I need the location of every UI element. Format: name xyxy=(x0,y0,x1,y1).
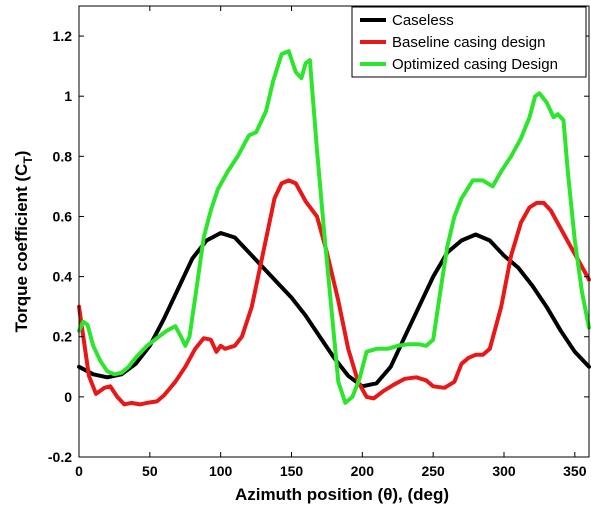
x-tick-label: 200 xyxy=(351,463,375,479)
y-tick-label: 0.6 xyxy=(53,208,73,224)
x-tick-label: 150 xyxy=(280,463,304,479)
series-line-1 xyxy=(77,178,591,407)
x-tick-label: 50 xyxy=(142,463,158,479)
plot-frame xyxy=(78,5,590,458)
x-axis-title: Azimuth position (θ), (deg) xyxy=(235,485,449,504)
plot-series-layer xyxy=(77,49,591,407)
y-tick-label: 0.4 xyxy=(53,269,73,285)
y-tick-label: 1.2 xyxy=(53,28,73,44)
x-tick-label: 300 xyxy=(492,463,516,479)
legend-items: Caseless Baseline casing design Optimized … xyxy=(360,12,558,73)
y-tick-label: -0.2 xyxy=(48,449,72,465)
y-axis-title-main: Torque coefficient (C xyxy=(12,164,31,333)
x-tick-label: 250 xyxy=(421,463,445,479)
y-axis-title: Torque coefficient (CT) xyxy=(12,151,35,333)
y-axis-title-subscript: T xyxy=(21,156,35,164)
series-line-0 xyxy=(77,231,591,389)
x-tick-label: 350 xyxy=(563,463,587,479)
series-line-2 xyxy=(77,49,591,405)
y-tick-label: 0 xyxy=(64,389,72,405)
y-axis-title-close: ) xyxy=(12,151,31,157)
axis-tick-labels: 0 50 100 150 200 250 300 350-0.200.20.40.60.811… xyxy=(48,28,587,479)
legend-label-1: Baseline casing design xyxy=(392,34,545,51)
legend-label-2: Optimized casing Design xyxy=(392,56,558,73)
legend: Caseless Baseline casing design Optimized … xyxy=(351,6,587,78)
y-tick-label: 1 xyxy=(64,88,72,104)
legend-box xyxy=(351,6,587,78)
legend-label-0: Caseless xyxy=(392,12,454,29)
y-tick-label: 0.2 xyxy=(53,329,73,345)
x-tick-label: 100 xyxy=(209,463,233,479)
y-tick-label: 0.8 xyxy=(53,148,73,164)
x-tick-label: 0 xyxy=(75,463,83,479)
